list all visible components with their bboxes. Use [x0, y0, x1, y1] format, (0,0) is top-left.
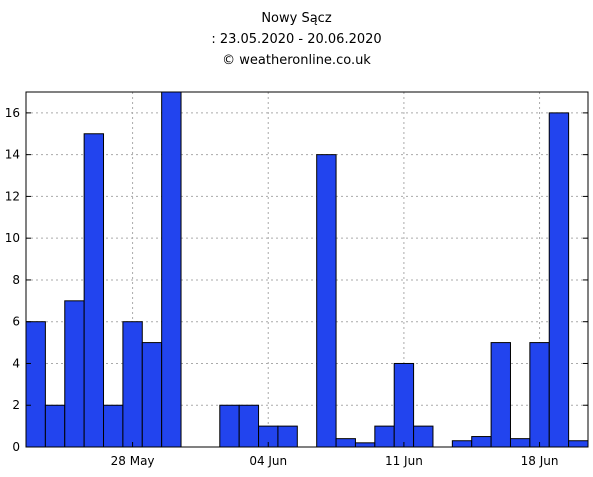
x-tick-label: 04 Jun — [249, 454, 287, 468]
y-tick-label: 14 — [5, 148, 20, 162]
precip-bar — [122, 321, 143, 448]
y-tick-label: 0 — [12, 440, 20, 454]
chart-title: Nowy Sącz — [261, 11, 332, 26]
y-tick-label: 12 — [5, 189, 20, 203]
precip-bar — [238, 404, 260, 448]
precip-bar — [393, 362, 415, 448]
precip-bar — [471, 436, 492, 448]
precip-bar — [316, 154, 337, 448]
precip-bar — [83, 133, 105, 448]
y-tick-label: 2 — [12, 398, 20, 412]
precip-bar — [354, 442, 376, 448]
precip-bar — [568, 440, 589, 448]
x-tick-label: 18 Jun — [521, 454, 559, 468]
precip-bar — [548, 112, 570, 448]
y-tick-label: 8 — [12, 273, 20, 287]
chart-source: © weatheronline.co.uk — [222, 53, 371, 68]
y-tick-label: 4 — [12, 356, 20, 370]
precip-bar — [413, 425, 434, 448]
precip-bar — [277, 425, 298, 448]
precip-bar — [529, 342, 550, 448]
precip-bar — [161, 91, 182, 448]
precip-bar — [335, 438, 356, 448]
precip-bar — [374, 425, 395, 448]
y-tick-label: 6 — [12, 315, 20, 329]
precip-bar — [44, 404, 66, 448]
precip-bar — [64, 300, 85, 448]
precip-bar — [141, 342, 163, 448]
precip-bar — [219, 404, 240, 448]
precip-bar — [103, 404, 124, 448]
precip-bar — [509, 438, 531, 448]
x-tick-label: 11 Jun — [385, 454, 423, 468]
plot-frame — [25, 91, 589, 448]
precip-bar — [451, 440, 473, 448]
precip-bar — [25, 321, 46, 448]
x-tick-label: 28 May — [111, 454, 155, 468]
precip-bar — [490, 342, 511, 448]
y-tick-label: 10 — [5, 231, 20, 245]
y-tick-label: 16 — [5, 106, 20, 120]
chart-date-range: : 23.05.2020 - 20.06.2020 — [211, 32, 382, 47]
